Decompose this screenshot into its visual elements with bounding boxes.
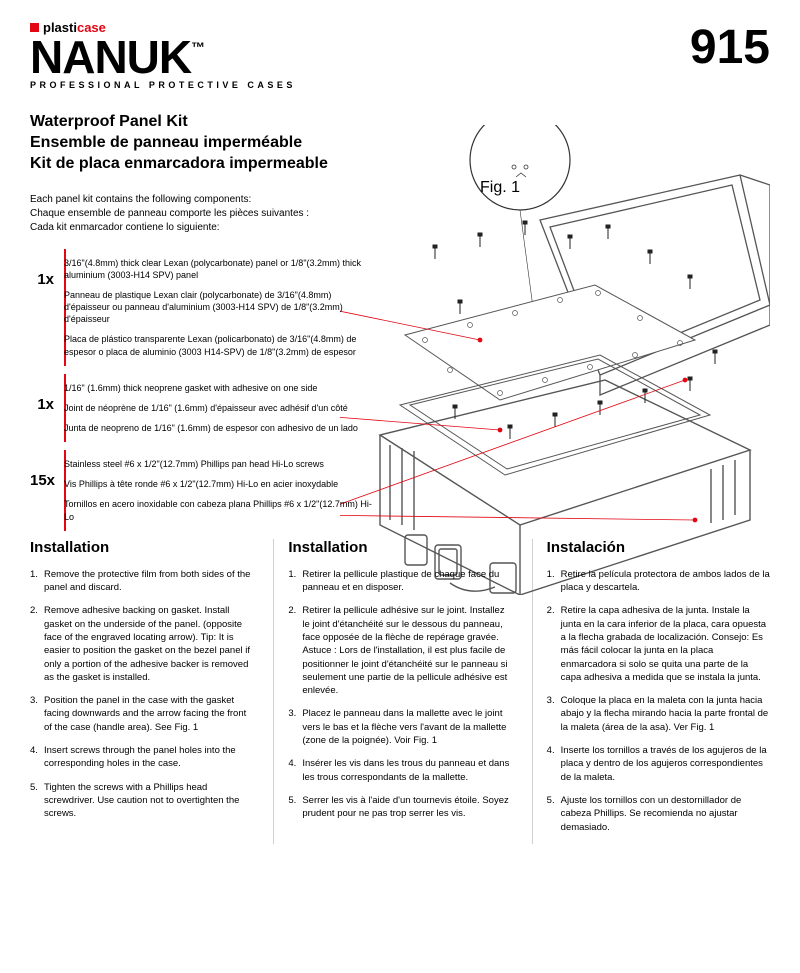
logo-block: plasticase NANUK™ PROFESSIONAL PROTECTIV… [30,20,296,90]
install-step: Retire la película protectora de ambos l… [547,568,770,595]
desc-es: Placa de plástico transparente Lexan (po… [64,333,374,357]
component-qty: 15x [30,472,64,489]
install-heading: Installation [30,539,253,556]
install-step: Placez le panneau dans la mallette avec … [288,707,511,747]
install-steps: Retire la película protectora de ambos l… [547,568,770,834]
install-step: Serrer les vis à l'aide d'un tournevis é… [288,794,511,821]
desc-en: 1/16" (1.6mm) thick neoprene gasket with… [64,382,358,394]
install-col-fr: Installation Retirer la pellicule plasti… [273,539,511,844]
components-list: 1x 3/16"(4.8mm) thick clear Lexan (polyc… [30,249,770,531]
install-step: Remove the protective film from both sid… [30,568,253,595]
brand-name: NANUK™ [30,37,296,78]
install-step: Insert screws through the panel holes in… [30,744,253,771]
brand-tagline: PROFESSIONAL PROTECTIVE CASES [30,80,296,90]
desc-en: Stainless steel #6 x 1/2"(12.7mm) Philli… [64,458,374,470]
model-number: 915 [690,20,770,75]
install-step: Retirer la pellicule adhésive sur le joi… [288,604,511,697]
component-row: 15x Stainless steel #6 x 1/2"(12.7mm) Ph… [64,450,374,531]
desc-fr: Vis Phillips à tête ronde #6 x 1/2"(12.7… [64,478,374,490]
install-step: Position the panel in the case with the … [30,694,253,734]
desc-en: 3/16"(4.8mm) thick clear Lexan (polycarb… [64,257,374,281]
install-step: Tighten the screws with a Phillips head … [30,781,253,821]
install-step: Remove adhesive backing on gasket. Insta… [30,604,253,684]
figure-label: Fig. 1 [480,179,520,197]
trademark-icon: ™ [191,39,204,55]
install-col-en: Installation Remove the protective film … [30,539,253,844]
component-desc: Stainless steel #6 x 1/2"(12.7mm) Philli… [64,458,374,523]
install-col-es: Instalación Retire la película protector… [532,539,770,844]
install-step: Ajuste los tornillos con un destornillad… [547,794,770,834]
component-desc: 1/16" (1.6mm) thick neoprene gasket with… [64,382,358,434]
install-step: Inserte los tornillos a través de los ag… [547,744,770,784]
component-row: 1x 3/16"(4.8mm) thick clear Lexan (polyc… [64,249,374,366]
component-row: 1x 1/16" (1.6mm) thick neoprene gasket w… [64,374,374,442]
install-steps: Retirer la pellicule plastique de chaque… [288,568,511,821]
desc-es: Junta de neopreno de 1/16" (1.6mm) de es… [64,422,358,434]
header: plasticase NANUK™ PROFESSIONAL PROTECTIV… [30,20,770,90]
install-step: Coloque la placa en la maleta con la jun… [547,694,770,734]
desc-fr: Panneau de plastique Lexan clair (polyca… [64,289,374,325]
install-step: Insérer les vis dans les trous du pannea… [288,757,511,784]
component-qty: 1x [30,271,64,288]
component-qty: 1x [30,396,64,413]
install-step: Retirer la pellicule plastique de chaque… [288,568,511,595]
brand-name-text: NANUK [30,31,191,83]
install-step: Retire la capa adhesiva de la junta. Ins… [547,604,770,684]
installation-section: Installation Remove the protective film … [30,539,770,844]
component-desc: 3/16"(4.8mm) thick clear Lexan (polycarb… [64,257,374,358]
desc-fr: Joint de néoprène de 1/16" (1.6mm) d'épa… [64,402,358,414]
install-steps: Remove the protective film from both sid… [30,568,253,821]
desc-es: Tornillos en acero inoxidable con cabeza… [64,498,374,522]
